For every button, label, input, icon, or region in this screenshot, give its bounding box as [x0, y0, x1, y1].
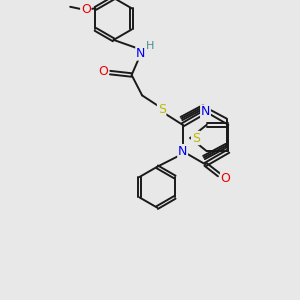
Text: O: O: [98, 65, 108, 78]
Text: S: S: [192, 131, 200, 145]
Text: N: N: [178, 145, 187, 158]
Text: O: O: [81, 3, 91, 16]
Text: N: N: [201, 105, 210, 118]
Text: H: H: [146, 41, 154, 51]
Text: O: O: [221, 172, 230, 185]
Text: N: N: [136, 47, 145, 60]
Text: S: S: [158, 103, 166, 116]
